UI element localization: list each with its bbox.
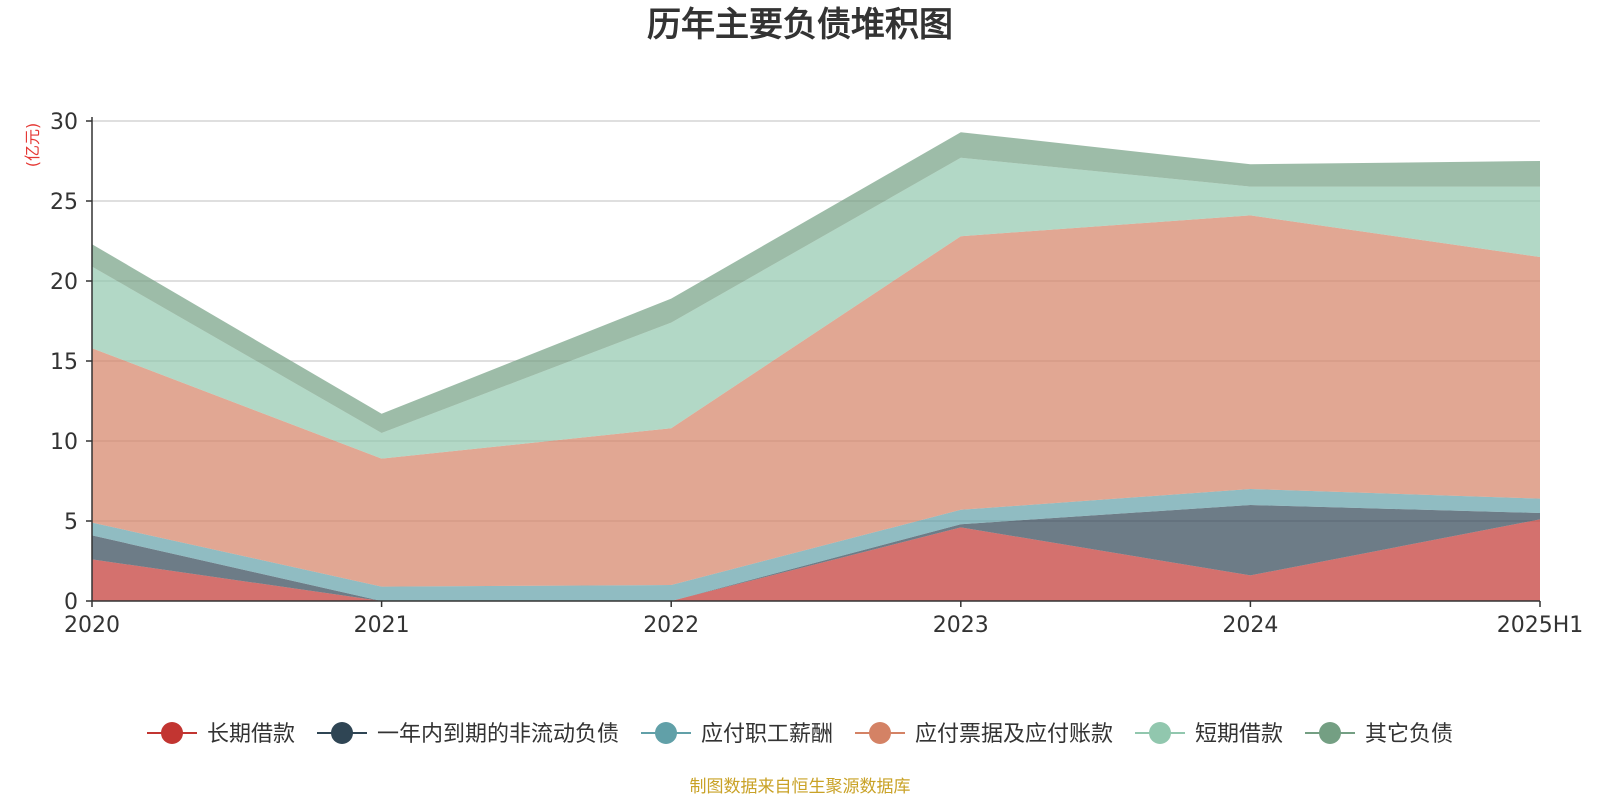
legend-marker-2	[331, 722, 353, 744]
legend-item-2[interactable]: 一年内到期的非流动负债	[317, 722, 619, 747]
y-tick-label-30: 30	[50, 110, 78, 135]
area-series-1	[92, 519, 1540, 601]
y-tick-label-10: 10	[50, 430, 78, 455]
y-tick-label-20: 20	[50, 270, 78, 295]
legend-item-5[interactable]: 短期借款	[1135, 722, 1283, 747]
area-series-2	[92, 505, 1540, 601]
legend-label-6: 其它负债	[1365, 722, 1453, 747]
chart-title: 历年主要负债堆积图	[647, 5, 953, 45]
area-series-5	[92, 157, 1540, 459]
y-tick-label-5: 5	[64, 510, 78, 535]
x-tick-label-2025H1: 2025H1	[1497, 613, 1584, 638]
legend-item-3[interactable]: 应付职工薪酬	[641, 722, 833, 747]
legend-item-6[interactable]: 其它负债	[1305, 722, 1453, 747]
axes: 0 5 10 15 20 25 30 2020 2021 2022 2023 2024 2025H1	[50, 110, 1583, 638]
area-series-layer	[92, 132, 1540, 601]
legend[interactable]: 长期借款 一年内到期的非流动负债 应付职工薪酬 应付票据及应付账款 短期借款 其它负债	[147, 722, 1453, 747]
legend-label-2: 一年内到期的非流动负债	[377, 722, 619, 747]
x-tick-label-2023: 2023	[933, 613, 989, 638]
y-tick-label-25: 25	[50, 190, 78, 215]
area-series-3	[92, 489, 1540, 601]
area-series-4	[92, 215, 1540, 587]
legend-marker-1	[161, 722, 183, 744]
y-tick-label-0: 0	[64, 590, 78, 615]
legend-marker-6	[1319, 722, 1341, 744]
legend-marker-4	[869, 722, 891, 744]
legend-label-1: 长期借款	[207, 722, 295, 747]
y-axis-unit-label: (亿元)	[23, 123, 42, 168]
legend-label-3: 应付职工薪酬	[701, 722, 833, 747]
x-tick-label-2024: 2024	[1222, 613, 1278, 638]
x-tick-label-2020: 2020	[64, 613, 120, 638]
legend-marker-3	[655, 722, 677, 744]
y-tick-label-15: 15	[50, 350, 78, 375]
x-tick-label-2022: 2022	[643, 613, 699, 638]
legend-label-4: 应付票据及应付账款	[915, 722, 1113, 747]
legend-marker-5	[1149, 722, 1171, 744]
legend-item-4[interactable]: 应付票据及应付账款	[855, 722, 1113, 747]
legend-item-1[interactable]: 长期借款	[147, 722, 295, 747]
data-source-note: 制图数据来自恒生聚源数据库	[690, 777, 911, 797]
legend-label-5: 短期借款	[1195, 722, 1283, 747]
x-tick-label-2021: 2021	[354, 613, 410, 638]
